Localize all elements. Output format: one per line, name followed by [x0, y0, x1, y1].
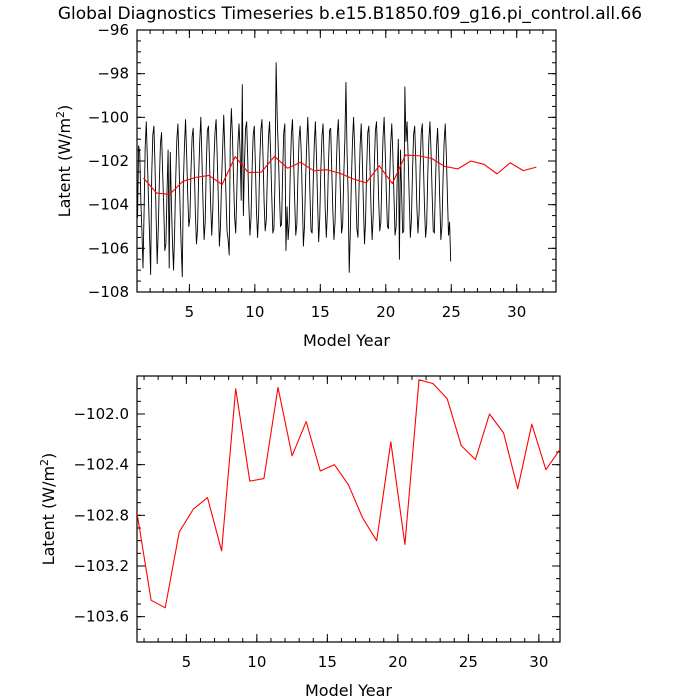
x-tick-label: 5 — [185, 303, 195, 321]
y-axis-label: Latent (W/m2) — [54, 105, 74, 218]
x-tick-label: 15 — [318, 653, 337, 671]
y-tick-label: −103.6 — [73, 608, 129, 626]
y-tick-label: −102.4 — [73, 456, 129, 474]
x-tick-label: 20 — [388, 653, 407, 671]
plot-frame — [136, 29, 557, 293]
x-tick-label: 5 — [182, 653, 192, 671]
y-tick-label: −100 — [88, 108, 129, 126]
y-tick-label: −98 — [97, 65, 129, 83]
x-tick-label: 15 — [311, 303, 330, 321]
y-tick-label: −102 — [88, 152, 129, 170]
x-tick-label: 10 — [245, 303, 264, 321]
y-tick-label: −108 — [88, 283, 129, 301]
x-tick-label: 25 — [459, 653, 478, 671]
y-tick-label: −96 — [97, 21, 129, 39]
monthly-series-line — [137, 62, 452, 278]
x-axis-label: Model Year — [305, 681, 392, 700]
chart-title: Global Diagnostics Timeseries b.e15.B185… — [58, 4, 642, 24]
y-tick-label: −102.0 — [73, 405, 129, 423]
bottom-panel: 5 10 15 20 25 30 −103.6 −103.2 −102.8 −102.4 −102.… — [38, 375, 561, 700]
top-panel: 5 10 15 20 25 30 −108 −106 −104 −102 −100 −98 −96 Mod… — [54, 21, 557, 350]
y-tick-label: −104 — [88, 196, 129, 214]
y-tick-label: −106 — [88, 239, 129, 257]
y-axis-label: Latent (W/m2) — [38, 453, 58, 566]
x-tick-label: 25 — [442, 303, 461, 321]
x-axis-label: Model Year — [303, 331, 390, 350]
x-tick-label: 30 — [529, 653, 548, 671]
y-tick-label: −103.2 — [73, 557, 129, 575]
x-tick-label: 10 — [247, 653, 266, 671]
y-tick-label: −102.8 — [73, 506, 129, 524]
annual-mean-series-line — [143, 154, 537, 195]
x-tick-label: 20 — [376, 303, 395, 321]
x-tick-label: 30 — [507, 303, 526, 321]
plot-frame — [136, 375, 561, 643]
annual-mean-series-line — [137, 379, 560, 609]
